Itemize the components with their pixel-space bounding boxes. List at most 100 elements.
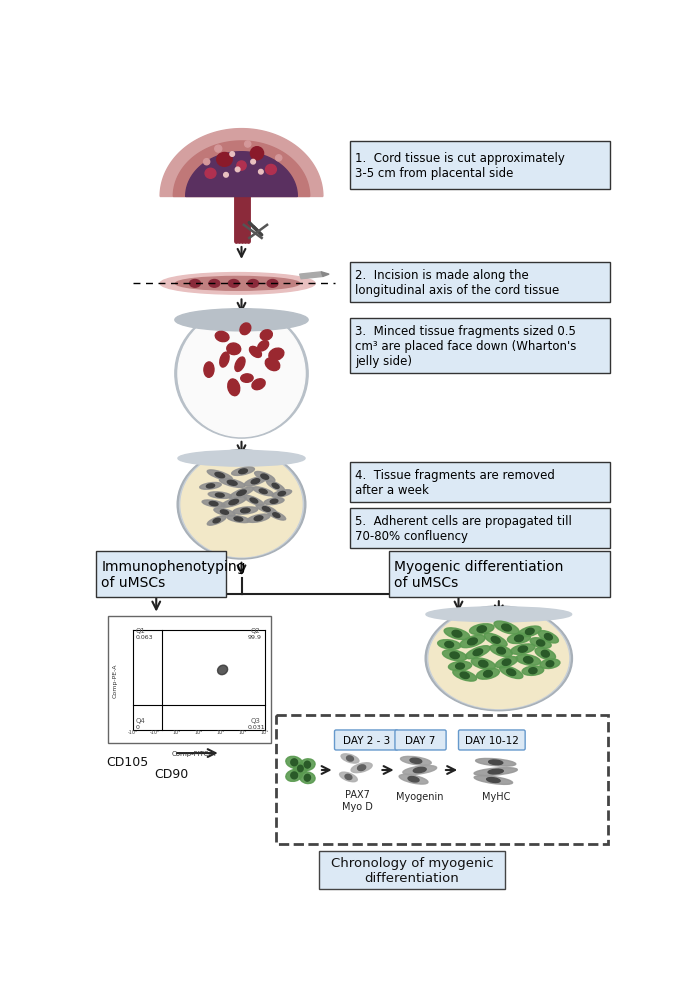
Ellipse shape <box>202 500 225 508</box>
Ellipse shape <box>502 624 511 631</box>
Ellipse shape <box>455 663 464 669</box>
FancyBboxPatch shape <box>459 730 525 750</box>
Ellipse shape <box>340 773 357 782</box>
Text: 5.  Adherent cells are propagated till
70-80% confluency: 5. Adherent cells are propagated till 70… <box>356 515 572 543</box>
Ellipse shape <box>497 647 505 654</box>
Ellipse shape <box>474 776 513 785</box>
Ellipse shape <box>255 472 275 482</box>
Text: 3.  Minced tissue fragments sized 0.5
cm³ are placed face down (Wharton's
jelly : 3. Minced tissue fragments sized 0.5 cm³… <box>356 325 577 368</box>
Ellipse shape <box>408 777 419 783</box>
Ellipse shape <box>522 666 544 675</box>
Ellipse shape <box>429 608 569 708</box>
Text: Q4: Q4 <box>136 717 145 723</box>
Ellipse shape <box>215 473 225 478</box>
Text: 10³: 10³ <box>217 729 225 734</box>
Ellipse shape <box>232 468 255 476</box>
Ellipse shape <box>217 153 233 167</box>
Ellipse shape <box>535 648 556 660</box>
Ellipse shape <box>208 492 231 499</box>
Ellipse shape <box>494 621 519 634</box>
Text: CD105: CD105 <box>106 755 148 768</box>
Ellipse shape <box>484 670 492 677</box>
Ellipse shape <box>426 607 572 622</box>
Ellipse shape <box>272 490 291 498</box>
Ellipse shape <box>215 146 221 153</box>
Ellipse shape <box>271 500 278 504</box>
Ellipse shape <box>546 661 554 667</box>
Ellipse shape <box>345 775 352 780</box>
Text: CD90: CD90 <box>155 768 189 781</box>
Ellipse shape <box>530 638 552 648</box>
Ellipse shape <box>213 519 220 523</box>
Ellipse shape <box>229 487 254 499</box>
Ellipse shape <box>266 165 276 175</box>
Text: 0: 0 <box>136 723 139 728</box>
Ellipse shape <box>358 766 365 771</box>
Ellipse shape <box>234 517 243 522</box>
Text: Q3: Q3 <box>251 717 261 723</box>
Ellipse shape <box>200 483 221 490</box>
Circle shape <box>235 168 240 172</box>
Ellipse shape <box>477 626 486 633</box>
Ellipse shape <box>452 630 462 637</box>
Ellipse shape <box>266 481 284 492</box>
Ellipse shape <box>257 342 268 352</box>
Ellipse shape <box>466 646 490 659</box>
Ellipse shape <box>500 666 523 678</box>
Ellipse shape <box>399 775 428 785</box>
Ellipse shape <box>261 475 268 480</box>
Text: 10⁵: 10⁵ <box>261 729 269 734</box>
Ellipse shape <box>518 626 541 637</box>
Polygon shape <box>160 129 323 197</box>
Ellipse shape <box>444 628 470 640</box>
Ellipse shape <box>244 141 251 148</box>
Ellipse shape <box>474 768 518 776</box>
Ellipse shape <box>529 668 537 674</box>
Ellipse shape <box>486 778 500 783</box>
Ellipse shape <box>175 310 308 332</box>
FancyBboxPatch shape <box>334 730 398 750</box>
FancyBboxPatch shape <box>395 730 446 750</box>
Ellipse shape <box>489 761 502 765</box>
Ellipse shape <box>229 500 239 505</box>
Ellipse shape <box>265 359 280 372</box>
Ellipse shape <box>425 606 572 711</box>
Ellipse shape <box>495 657 518 668</box>
Ellipse shape <box>204 363 214 378</box>
Ellipse shape <box>401 757 431 766</box>
Text: -10¹: -10¹ <box>150 729 160 734</box>
FancyBboxPatch shape <box>389 551 610 597</box>
Ellipse shape <box>448 661 472 671</box>
Ellipse shape <box>460 672 469 678</box>
Ellipse shape <box>413 768 426 773</box>
Ellipse shape <box>300 773 315 784</box>
Ellipse shape <box>540 659 560 669</box>
Ellipse shape <box>214 509 235 516</box>
Ellipse shape <box>177 450 306 559</box>
Circle shape <box>259 170 263 175</box>
Ellipse shape <box>298 766 303 772</box>
Ellipse shape <box>428 608 570 709</box>
Ellipse shape <box>253 487 273 496</box>
FancyBboxPatch shape <box>350 509 610 549</box>
Ellipse shape <box>300 760 315 771</box>
Text: Myogenic differentiation
of uMSCs: Myogenic differentiation of uMSCs <box>394 559 563 589</box>
Text: 2.  Incision is made along the
longitudinal axis of the cord tissue: 2. Incision is made along the longitudin… <box>356 269 560 297</box>
FancyBboxPatch shape <box>350 319 610 374</box>
Ellipse shape <box>267 511 286 521</box>
Ellipse shape <box>241 375 253 383</box>
Polygon shape <box>173 141 310 197</box>
Text: 10⁴: 10⁴ <box>239 729 247 734</box>
Text: Myogenin: Myogenin <box>396 791 444 801</box>
Ellipse shape <box>227 344 241 356</box>
Ellipse shape <box>248 281 259 288</box>
Ellipse shape <box>179 452 304 558</box>
Ellipse shape <box>468 638 477 645</box>
Ellipse shape <box>473 649 482 656</box>
Ellipse shape <box>453 669 477 681</box>
Text: Chronology of myogenic
differentiation: Chronology of myogenic differentiation <box>331 857 493 884</box>
Ellipse shape <box>490 645 512 657</box>
FancyBboxPatch shape <box>108 616 271 743</box>
Polygon shape <box>321 273 329 278</box>
Text: 0.063: 0.063 <box>136 634 153 639</box>
